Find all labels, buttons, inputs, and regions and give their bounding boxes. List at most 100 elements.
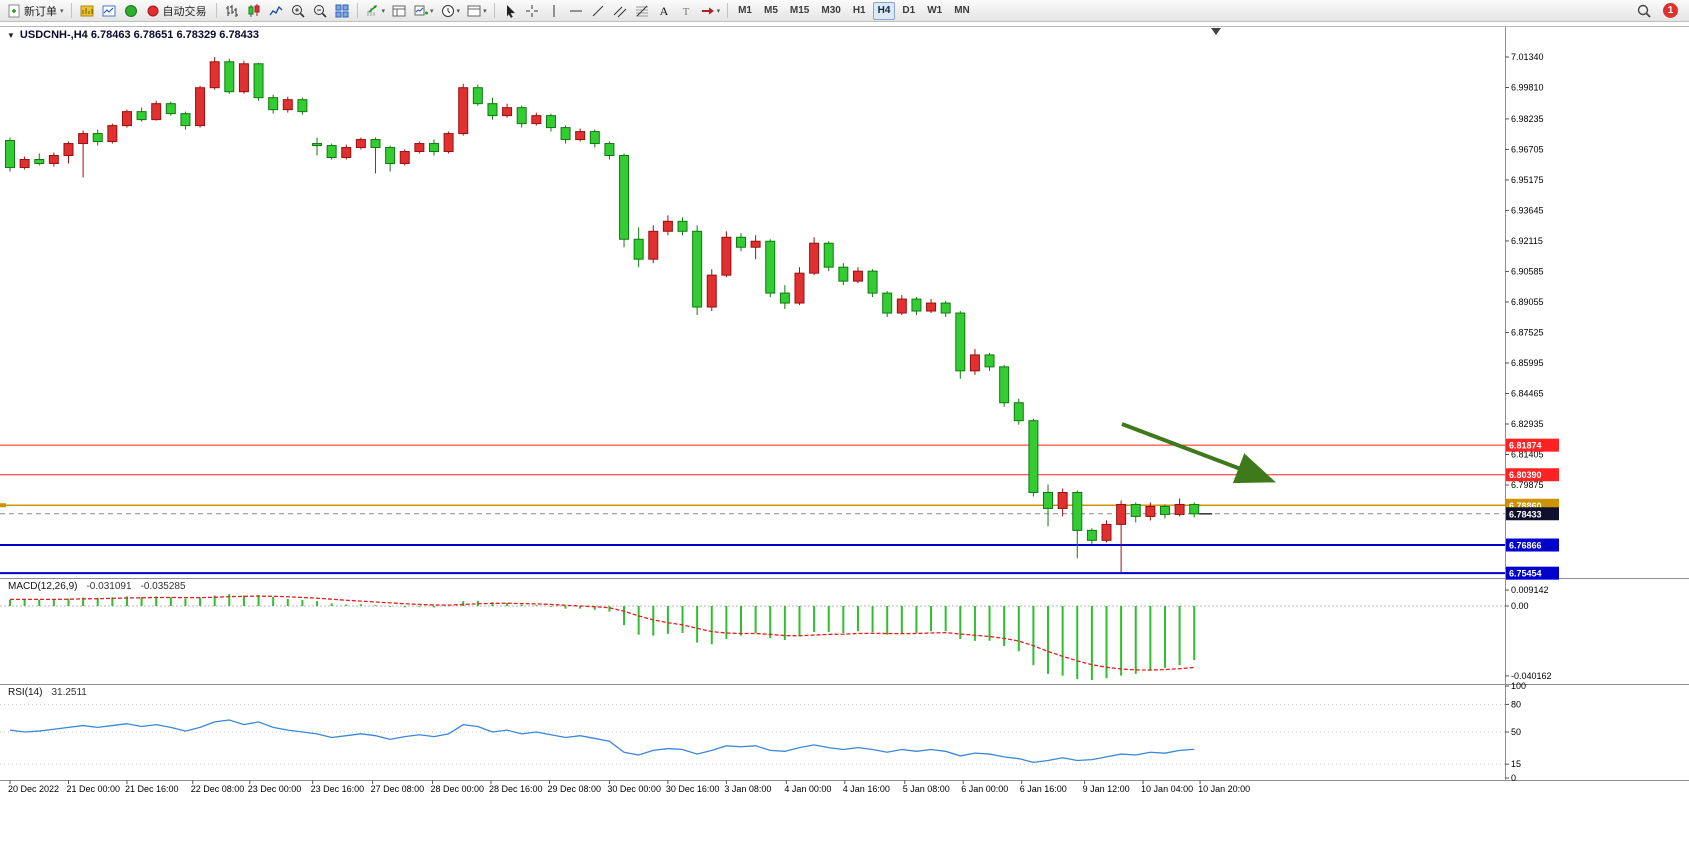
price-chart: 7.01340 6.99810 6.98235 6.96705 6.95175 6.936… — [0, 26, 1689, 794]
data-window-button[interactable] — [98, 1, 120, 21]
add-indicator-button[interactable]: ▾ — [410, 1, 437, 21]
time-axis-label: 3 Jan 08:00 — [724, 784, 771, 794]
price-tag-value: 6.78860 — [1509, 501, 1542, 511]
timeframe-M15[interactable]: M15 — [789, 4, 810, 16]
periods-button[interactable]: ▾ — [437, 1, 464, 21]
timeframe-M1[interactable]: M1 — [738, 4, 752, 16]
candle-body — [487, 103, 498, 117]
timeframe-M5[interactable]: M5 — [764, 4, 778, 16]
candle-body — [19, 158, 30, 168]
candle-body — [779, 292, 790, 304]
cursor-icon — [502, 3, 518, 19]
candle-body — [560, 127, 571, 141]
vertical-line-button[interactable] — [543, 1, 565, 21]
new-order-button[interactable]: 新订单 ▾ — [3, 1, 67, 21]
price-axis-label: 6.99810 — [1511, 83, 1544, 93]
timeframe-MN[interactable]: MN — [954, 4, 970, 16]
one-click-trading-expander-icon[interactable]: ▼ — [7, 30, 15, 40]
candle-body — [969, 354, 980, 372]
time-axis-label: 6 Jan 00:00 — [961, 784, 1008, 794]
dropdown-arrow-icon: ▾ — [716, 7, 721, 15]
navigator-button[interactable] — [120, 1, 142, 21]
cursor-button[interactable] — [499, 1, 521, 21]
timeframe-M30[interactable]: M30 — [821, 4, 841, 16]
candle-body — [268, 97, 279, 111]
price-axis-label: 6.89055 — [1511, 297, 1544, 307]
greencircle-icon — [123, 3, 139, 19]
price-tag-support — [1506, 538, 1559, 552]
timeframe-W1[interactable]: W1 — [927, 4, 943, 16]
text-label-button[interactable]: T — [675, 1, 697, 21]
candle-body — [794, 272, 805, 304]
price-axis-label: 6.90585 — [1511, 266, 1544, 276]
zoom-in-button[interactable] — [287, 1, 309, 21]
candle-body — [692, 230, 703, 308]
timeframe-H1[interactable]: H1 — [852, 4, 866, 16]
candle-body — [253, 63, 264, 99]
tile-windows-button[interactable] — [331, 1, 353, 21]
candle-body — [121, 111, 132, 127]
addchart-icon — [413, 3, 429, 19]
candle-body — [662, 220, 673, 232]
rsi-value: 31.2511 — [51, 687, 87, 698]
candle-body — [428, 143, 439, 153]
time-axis-label: 5 Jan 08:00 — [903, 784, 950, 794]
new-order-button-label: 新订单 — [24, 5, 57, 18]
candle-body — [1116, 503, 1127, 525]
notification-badge[interactable]: 1 — [1663, 3, 1678, 18]
candle-body — [516, 107, 527, 125]
candle-body — [809, 242, 820, 274]
candle-body — [926, 302, 937, 312]
rsi-axis-label: 100 — [1511, 681, 1526, 691]
time-axis-label: 21 Dec 00:00 — [66, 784, 120, 794]
candle-body — [940, 302, 951, 314]
time-axis-label: 20 Dec 2022 — [8, 784, 59, 794]
macd-main-value: -0.031091 — [86, 581, 132, 592]
svg-text:T: T — [682, 6, 689, 18]
dropdown-arrow-icon: ▾ — [381, 7, 386, 15]
candle-body — [1159, 505, 1170, 515]
trendline-button[interactable] — [587, 1, 609, 21]
trend-arrow-object[interactable] — [1121, 422, 1276, 484]
time-axis-label: 4 Jan 00:00 — [784, 784, 831, 794]
candle-body — [5, 140, 15, 168]
price-axis-label: 6.93645 — [1511, 205, 1544, 215]
arrows-button[interactable]: ▾ — [697, 1, 724, 21]
toolbar-separator — [493, 3, 495, 18]
zoom-out-button[interactable] — [309, 1, 331, 21]
candle-body — [472, 87, 483, 105]
indicator-list-button[interactable] — [388, 1, 410, 21]
price-axis-label: 6.98235 — [1511, 114, 1544, 124]
timeframe-H4[interactable]: H4 — [872, 1, 896, 20]
bar-chart-button[interactable] — [221, 1, 243, 21]
price-axis-label: 7.01340 — [1511, 52, 1544, 62]
candle-body — [1013, 402, 1024, 422]
fibonacci-button[interactable] — [631, 1, 653, 21]
timeframe-D1[interactable]: D1 — [902, 4, 916, 16]
autotrading-button[interactable]: 自动交易 — [142, 1, 212, 21]
candle-body — [1130, 503, 1141, 517]
channel-button[interactable] — [609, 1, 631, 21]
candle-body — [575, 131, 586, 141]
market-watch-button[interactable] — [76, 1, 98, 21]
dropdown-arrow-icon: ▾ — [430, 7, 434, 15]
candle-body — [852, 270, 863, 282]
candle-body — [750, 240, 761, 248]
templates-button[interactable]: ▾ — [463, 1, 490, 21]
channel-icon — [612, 3, 628, 19]
candlestick-chart-button[interactable] — [243, 1, 265, 21]
indicators-button[interactable]: ▾ — [362, 1, 389, 21]
labelT-icon: T — [678, 3, 694, 19]
candle-body — [443, 133, 454, 153]
candle-body — [911, 298, 922, 312]
crosshair-button[interactable] — [521, 1, 543, 21]
line-chart-button[interactable] — [265, 1, 287, 21]
text-button[interactable]: A — [653, 1, 675, 21]
svg-text:A: A — [659, 4, 668, 18]
order-line-anchor — [0, 503, 6, 508]
price-axis-label: 6.87525 — [1511, 327, 1544, 337]
horizontal-line-button[interactable] — [565, 1, 587, 21]
candle-body — [297, 99, 308, 113]
search-button[interactable] — [1633, 1, 1655, 21]
chart-shift-marker[interactable] — [1211, 28, 1221, 35]
